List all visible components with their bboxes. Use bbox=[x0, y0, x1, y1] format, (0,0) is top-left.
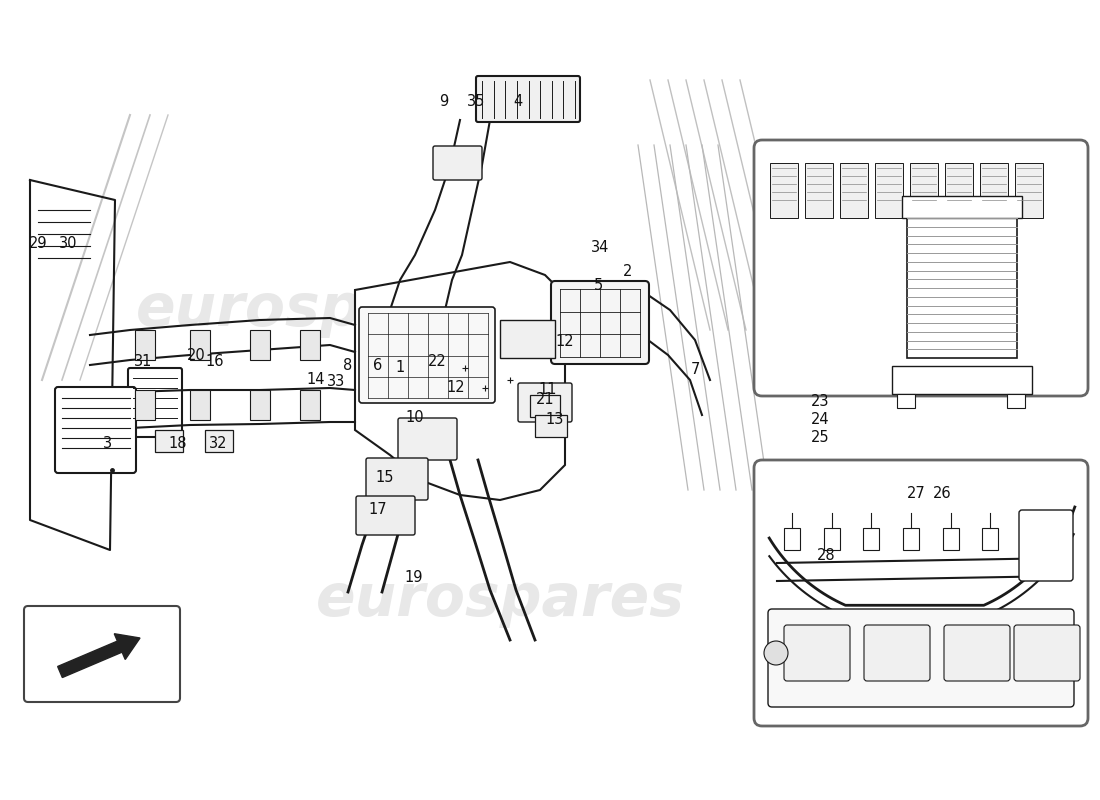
FancyBboxPatch shape bbox=[1019, 510, 1072, 581]
Bar bbox=[943, 528, 959, 550]
FancyBboxPatch shape bbox=[551, 281, 649, 364]
FancyBboxPatch shape bbox=[55, 387, 136, 473]
Text: 25: 25 bbox=[811, 430, 829, 446]
Text: 12: 12 bbox=[447, 381, 465, 395]
Bar bbox=[910, 163, 938, 218]
Text: 5: 5 bbox=[593, 278, 603, 293]
Text: 13: 13 bbox=[546, 413, 564, 427]
Text: 11: 11 bbox=[539, 382, 558, 398]
Bar bbox=[190, 390, 210, 420]
Bar bbox=[945, 163, 974, 218]
Bar bbox=[805, 163, 833, 218]
FancyBboxPatch shape bbox=[366, 458, 428, 500]
Text: 18: 18 bbox=[168, 437, 187, 451]
Text: 3: 3 bbox=[103, 437, 112, 451]
Bar bbox=[770, 163, 798, 218]
Text: 23: 23 bbox=[811, 394, 829, 410]
Bar bbox=[864, 528, 879, 550]
Text: 33: 33 bbox=[327, 374, 345, 390]
Bar bbox=[535, 415, 566, 437]
FancyBboxPatch shape bbox=[398, 418, 456, 460]
Text: 24: 24 bbox=[811, 413, 829, 427]
Text: 12: 12 bbox=[556, 334, 574, 350]
Bar bbox=[300, 330, 320, 360]
Text: 27: 27 bbox=[906, 486, 925, 502]
Bar bbox=[840, 163, 868, 218]
Circle shape bbox=[764, 641, 788, 665]
Bar bbox=[982, 528, 999, 550]
FancyBboxPatch shape bbox=[359, 307, 495, 403]
FancyArrow shape bbox=[57, 634, 140, 678]
Text: 29: 29 bbox=[29, 237, 47, 251]
FancyBboxPatch shape bbox=[1014, 625, 1080, 681]
FancyBboxPatch shape bbox=[476, 76, 580, 122]
FancyBboxPatch shape bbox=[768, 609, 1074, 707]
Text: 30: 30 bbox=[58, 237, 77, 251]
Bar bbox=[300, 390, 320, 420]
Bar bbox=[500, 320, 556, 358]
FancyBboxPatch shape bbox=[356, 496, 415, 535]
Text: 32: 32 bbox=[209, 437, 228, 451]
FancyBboxPatch shape bbox=[944, 625, 1010, 681]
Bar bbox=[1022, 528, 1038, 550]
FancyBboxPatch shape bbox=[518, 383, 572, 422]
Text: 9: 9 bbox=[439, 94, 449, 110]
Text: 35: 35 bbox=[466, 94, 485, 110]
Bar bbox=[903, 528, 918, 550]
Bar bbox=[784, 528, 800, 550]
Text: 21: 21 bbox=[536, 393, 554, 407]
Bar bbox=[250, 330, 270, 360]
Text: 22: 22 bbox=[428, 354, 447, 370]
Text: 20: 20 bbox=[187, 347, 206, 362]
Bar bbox=[135, 330, 155, 360]
Bar bbox=[1006, 394, 1025, 408]
Text: 28: 28 bbox=[816, 549, 835, 563]
Bar bbox=[190, 330, 210, 360]
Bar bbox=[135, 390, 155, 420]
Text: 8: 8 bbox=[343, 358, 353, 374]
Bar bbox=[205, 430, 233, 452]
Text: 34: 34 bbox=[591, 241, 609, 255]
Text: 10: 10 bbox=[406, 410, 425, 426]
FancyBboxPatch shape bbox=[754, 140, 1088, 396]
Bar bbox=[902, 196, 1022, 218]
Text: 15: 15 bbox=[376, 470, 394, 486]
Bar bbox=[824, 528, 839, 550]
Text: 31: 31 bbox=[134, 354, 152, 370]
Text: 6: 6 bbox=[373, 358, 383, 374]
Text: eurospares: eurospares bbox=[316, 571, 684, 629]
Text: eurospares: eurospares bbox=[135, 282, 505, 338]
Bar bbox=[155, 430, 183, 452]
Bar bbox=[908, 218, 1018, 358]
FancyBboxPatch shape bbox=[784, 625, 850, 681]
Text: 4: 4 bbox=[514, 94, 522, 109]
Bar bbox=[1015, 163, 1043, 218]
Bar bbox=[250, 390, 270, 420]
Text: 16: 16 bbox=[206, 354, 224, 370]
Text: 7: 7 bbox=[691, 362, 700, 378]
Bar bbox=[530, 395, 560, 417]
Bar bbox=[896, 394, 915, 408]
FancyBboxPatch shape bbox=[128, 368, 182, 437]
Bar bbox=[892, 366, 1032, 394]
FancyBboxPatch shape bbox=[433, 146, 482, 180]
Text: 17: 17 bbox=[368, 502, 387, 518]
Polygon shape bbox=[355, 262, 565, 500]
Text: 1: 1 bbox=[395, 361, 405, 375]
FancyBboxPatch shape bbox=[864, 625, 930, 681]
Text: 14: 14 bbox=[307, 373, 326, 387]
FancyBboxPatch shape bbox=[24, 606, 180, 702]
Text: 19: 19 bbox=[405, 570, 424, 586]
Text: 26: 26 bbox=[933, 486, 952, 502]
FancyBboxPatch shape bbox=[754, 460, 1088, 726]
Bar bbox=[874, 163, 903, 218]
Text: 2: 2 bbox=[624, 265, 632, 279]
Bar bbox=[980, 163, 1008, 218]
